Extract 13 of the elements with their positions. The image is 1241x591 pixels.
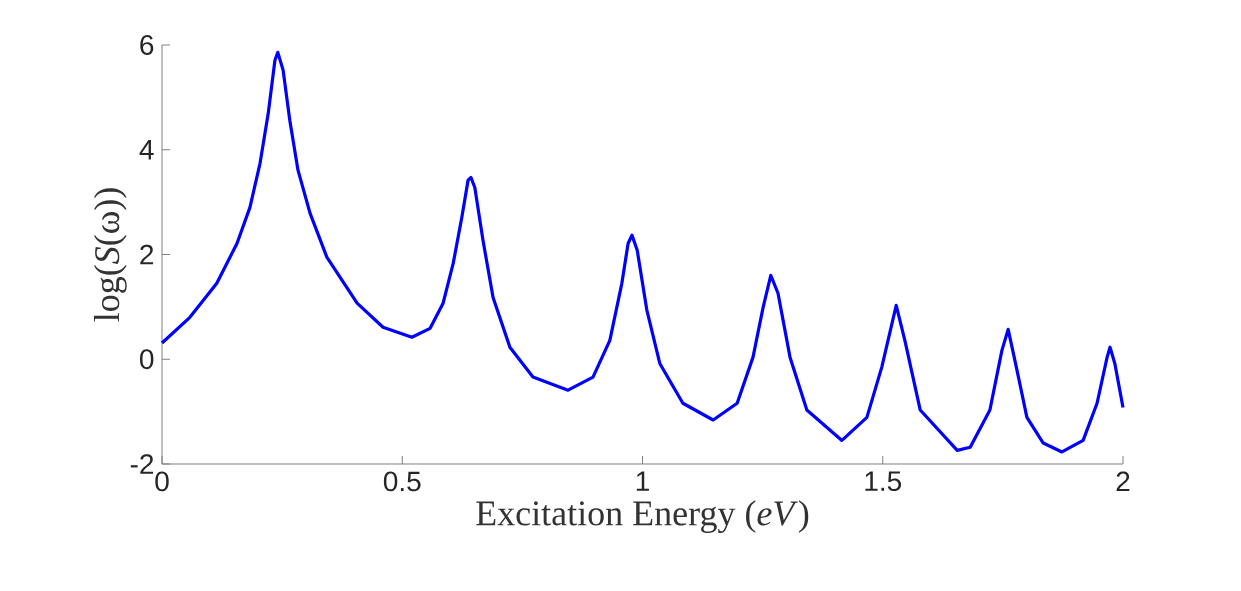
x-tick-label: 2 — [1116, 471, 1130, 492]
y-tick-label: 2 — [140, 244, 154, 265]
x-tick-label: 1.5 — [865, 471, 902, 492]
x-axis-title: Excitation Energy (eV) — [476, 500, 809, 533]
y-tick-label: -2 — [130, 454, 154, 474]
y-tick-label: 4 — [139, 140, 154, 160]
y-axis-title: log(S(ω)) — [93, 188, 127, 322]
x-tick-label: 1 — [636, 471, 649, 491]
line-series — [160, 50, 1125, 454]
y-tick-label: 0 — [140, 349, 154, 370]
x-tick-label: 0 — [155, 471, 169, 492]
y-tick-label: 6 — [140, 35, 154, 55]
x-tick-label: 0.5 — [383, 471, 421, 492]
